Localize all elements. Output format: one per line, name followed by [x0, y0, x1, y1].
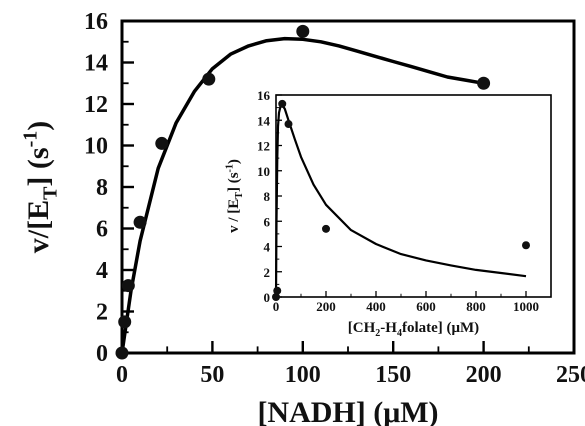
main-y-tick-label: 14 [84, 51, 108, 77]
main-y-tick-label: 10 [84, 134, 108, 160]
inset-y-tick-label: 8 [264, 189, 271, 204]
main-y-tick-label: 16 [84, 9, 108, 35]
inset-x-tick-label: 400 [366, 299, 386, 314]
inset-data-point [522, 241, 530, 250]
main-x-tick-label: 200 [466, 362, 502, 388]
inset-y-tick-label: 4 [264, 240, 271, 255]
main-y-tick-label: 0 [96, 341, 108, 367]
inset-y-tick-label: 0 [264, 290, 271, 305]
inset-x-tick-label: 1000 [513, 299, 539, 314]
main-data-point [115, 346, 129, 360]
main-data-point [296, 24, 310, 38]
main-y-tick-label: 12 [84, 92, 108, 118]
inset-fit-curve [274, 104, 527, 298]
main-y-axis-label: v/[ET​] (s-1​) [20, 121, 62, 254]
main-data-point [121, 279, 135, 293]
main-x-tick-label: 50 [200, 362, 224, 388]
inset-y-tick-label: 12 [257, 139, 270, 154]
main-x-tick-label: 0 [116, 362, 128, 388]
main-y-tick-label: 8 [96, 175, 108, 201]
inset-x-tick-label: 800 [466, 299, 486, 314]
inset-frame-rect [275, 94, 552, 298]
inset-data-point [284, 120, 293, 129]
main-axis-ticks [120, 19, 576, 355]
main-x-tick-label: 150 [375, 362, 411, 388]
main-frame-rect [120, 19, 576, 355]
main-data-point [477, 76, 491, 90]
main-x-tick-labels: 0 50 100 150 200 250 [116, 362, 585, 388]
main-x-tick-label: 250 [556, 362, 585, 388]
inset-y-tick-label: 6 [264, 214, 271, 229]
main-plot-frame [120, 19, 576, 355]
main-data-points [115, 24, 491, 360]
main-data-point [155, 136, 169, 150]
inset-data-points [272, 99, 530, 301]
inset-y-tick-label: 14 [257, 113, 271, 128]
inset-y-tick-label: 10 [257, 164, 270, 179]
inset-y-axis-label: v / [ET​] (s-1​) [224, 159, 245, 233]
main-x-tick-label: 100 [285, 362, 321, 388]
inset-y-tick-labels: 0 2 4 6 8 10 12 14 16 [257, 88, 271, 305]
inset-data-point [273, 286, 282, 295]
main-y-tick-label: 6 [96, 217, 108, 243]
inset-y-tick-label: 2 [264, 265, 271, 280]
inset-x-axis-label: [CH2-H4folate] (μM) [348, 320, 479, 339]
inset-x-tick-labels: 0 200 400 600 800 1000 [273, 299, 539, 314]
inset-x-tick-label: 600 [416, 299, 436, 314]
inset-axis-ticks [275, 94, 527, 298]
main-data-point [118, 315, 132, 329]
inset-y-tick-label: 16 [257, 88, 271, 103]
main-y-tick-label: 2 [96, 300, 108, 326]
inset-data-point [272, 293, 280, 301]
main-y-tick-labels: 0 2 4 6 8 10 12 14 16 [84, 9, 108, 367]
main-data-point [202, 72, 216, 86]
main-x-axis-label: [NADH] (μM) [257, 396, 438, 426]
inset-plot-frame [275, 94, 552, 298]
main-data-point [133, 215, 147, 229]
inset-x-tick-label: 200 [316, 299, 336, 314]
inset-data-point [278, 99, 287, 108]
main-y-tick-label: 4 [96, 258, 108, 284]
inset-chart: 0 200 400 600 800 1000 0 2 4 6 8 10 12 14 16 [CH2-H4f… [224, 88, 552, 339]
inset-x-tick-label: 0 [273, 299, 280, 314]
inset-data-point [322, 224, 330, 233]
